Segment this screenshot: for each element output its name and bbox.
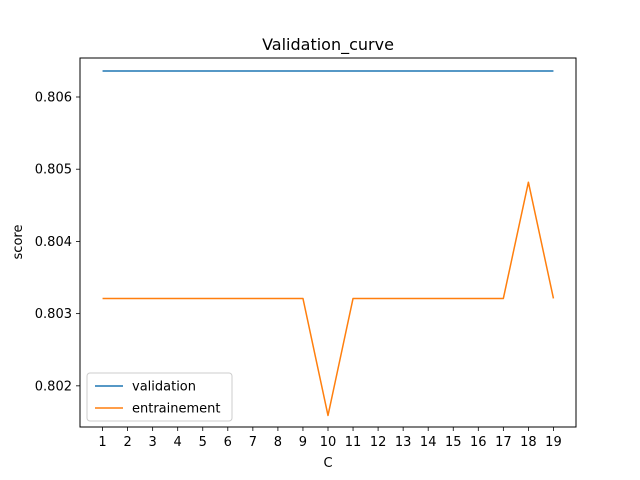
x-axis: 1 2 3 4 5 6 7 8 9 10 11 12 13 14 15 16 17 18 19 [98, 427, 562, 450]
legend-label-entrainement: entrainement [132, 402, 221, 417]
x-tick-label: 2 [123, 435, 131, 450]
y-axis-label: score [11, 225, 26, 260]
x-tick-label: 18 [520, 435, 537, 450]
x-tick-label: 6 [224, 435, 232, 450]
plot-area [102, 70, 555, 417]
x-tick-label: 8 [274, 435, 282, 450]
x-tick-label: 5 [199, 435, 207, 450]
x-tick-label: 14 [420, 435, 437, 450]
x-tick-label: 4 [174, 435, 182, 450]
legend-label-validation: validation [132, 380, 196, 395]
x-tick-label: 17 [495, 435, 512, 450]
x-tick-label: 13 [395, 435, 412, 450]
y-tick-label: 0.803 [35, 307, 72, 322]
y-tick-label: 0.805 [35, 163, 72, 178]
x-tick-label: 3 [149, 435, 157, 450]
x-tick-label: 19 [545, 435, 562, 450]
legend: validation entrainement [86, 372, 233, 422]
x-tick-label: 9 [299, 435, 307, 450]
x-tick-label: 16 [470, 435, 487, 450]
x-axis-label: C [323, 456, 332, 471]
x-tick-label: 10 [320, 435, 337, 450]
chart-title: Validation_curve [262, 35, 394, 55]
x-tick-label: 15 [445, 435, 462, 450]
x-tick-label: 12 [370, 435, 387, 450]
x-tick-label: 7 [249, 435, 257, 450]
x-tick-label: 1 [98, 435, 106, 450]
y-axis: 0.802 0.803 0.804 0.805 0.806 [35, 90, 80, 394]
x-tick-label: 11 [345, 435, 362, 450]
y-tick-label: 0.804 [35, 235, 72, 250]
y-tick-label: 0.806 [35, 90, 72, 105]
series-line-entrainement [102, 181, 555, 417]
y-tick-label: 0.802 [35, 379, 72, 394]
legend-box [86, 372, 233, 422]
